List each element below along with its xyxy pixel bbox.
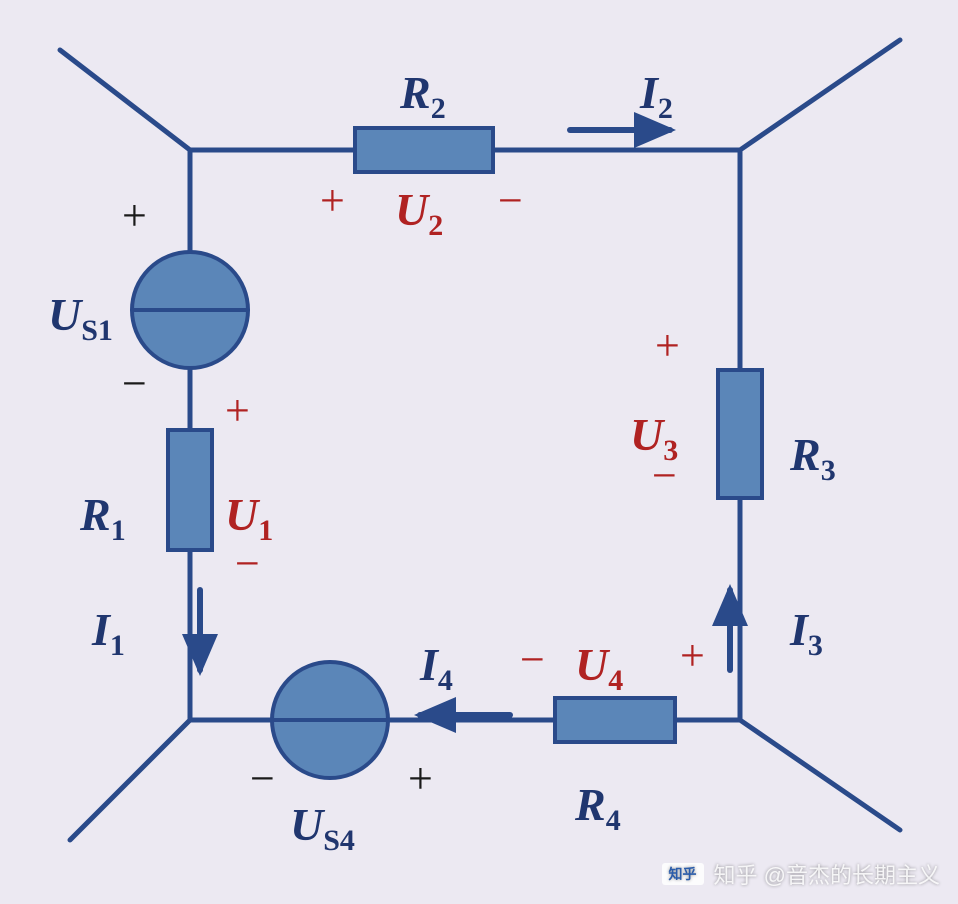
svg-text:−: − — [250, 754, 275, 803]
svg-text:+: + — [122, 191, 147, 240]
svg-text:−: − — [498, 176, 523, 225]
svg-text:+: + — [655, 321, 680, 370]
svg-text:+: + — [680, 631, 705, 680]
watermark-text: 知乎 @音杰的长期主义 — [714, 858, 940, 890]
svg-text:−: − — [235, 539, 260, 588]
svg-text:−: − — [520, 635, 545, 684]
resistor-R2 — [355, 128, 493, 172]
svg-text:+: + — [408, 754, 433, 803]
resistor-R4 — [555, 698, 675, 742]
circuit-diagram: US1+−US4+−R1U1+−R2U2+−R3U3+−R4U4+−I1I2I3… — [0, 0, 958, 904]
svg-text:+: + — [320, 176, 345, 225]
resistor-R1 — [168, 430, 212, 550]
svg-text:−: − — [652, 451, 677, 500]
zhihu-logo-icon: 知乎 — [662, 863, 704, 885]
svg-text:+: + — [225, 386, 250, 435]
resistor-R3 — [718, 370, 762, 498]
svg-text:−: − — [122, 359, 147, 408]
watermark: 知乎 知乎 @音杰的长期主义 — [662, 858, 940, 890]
